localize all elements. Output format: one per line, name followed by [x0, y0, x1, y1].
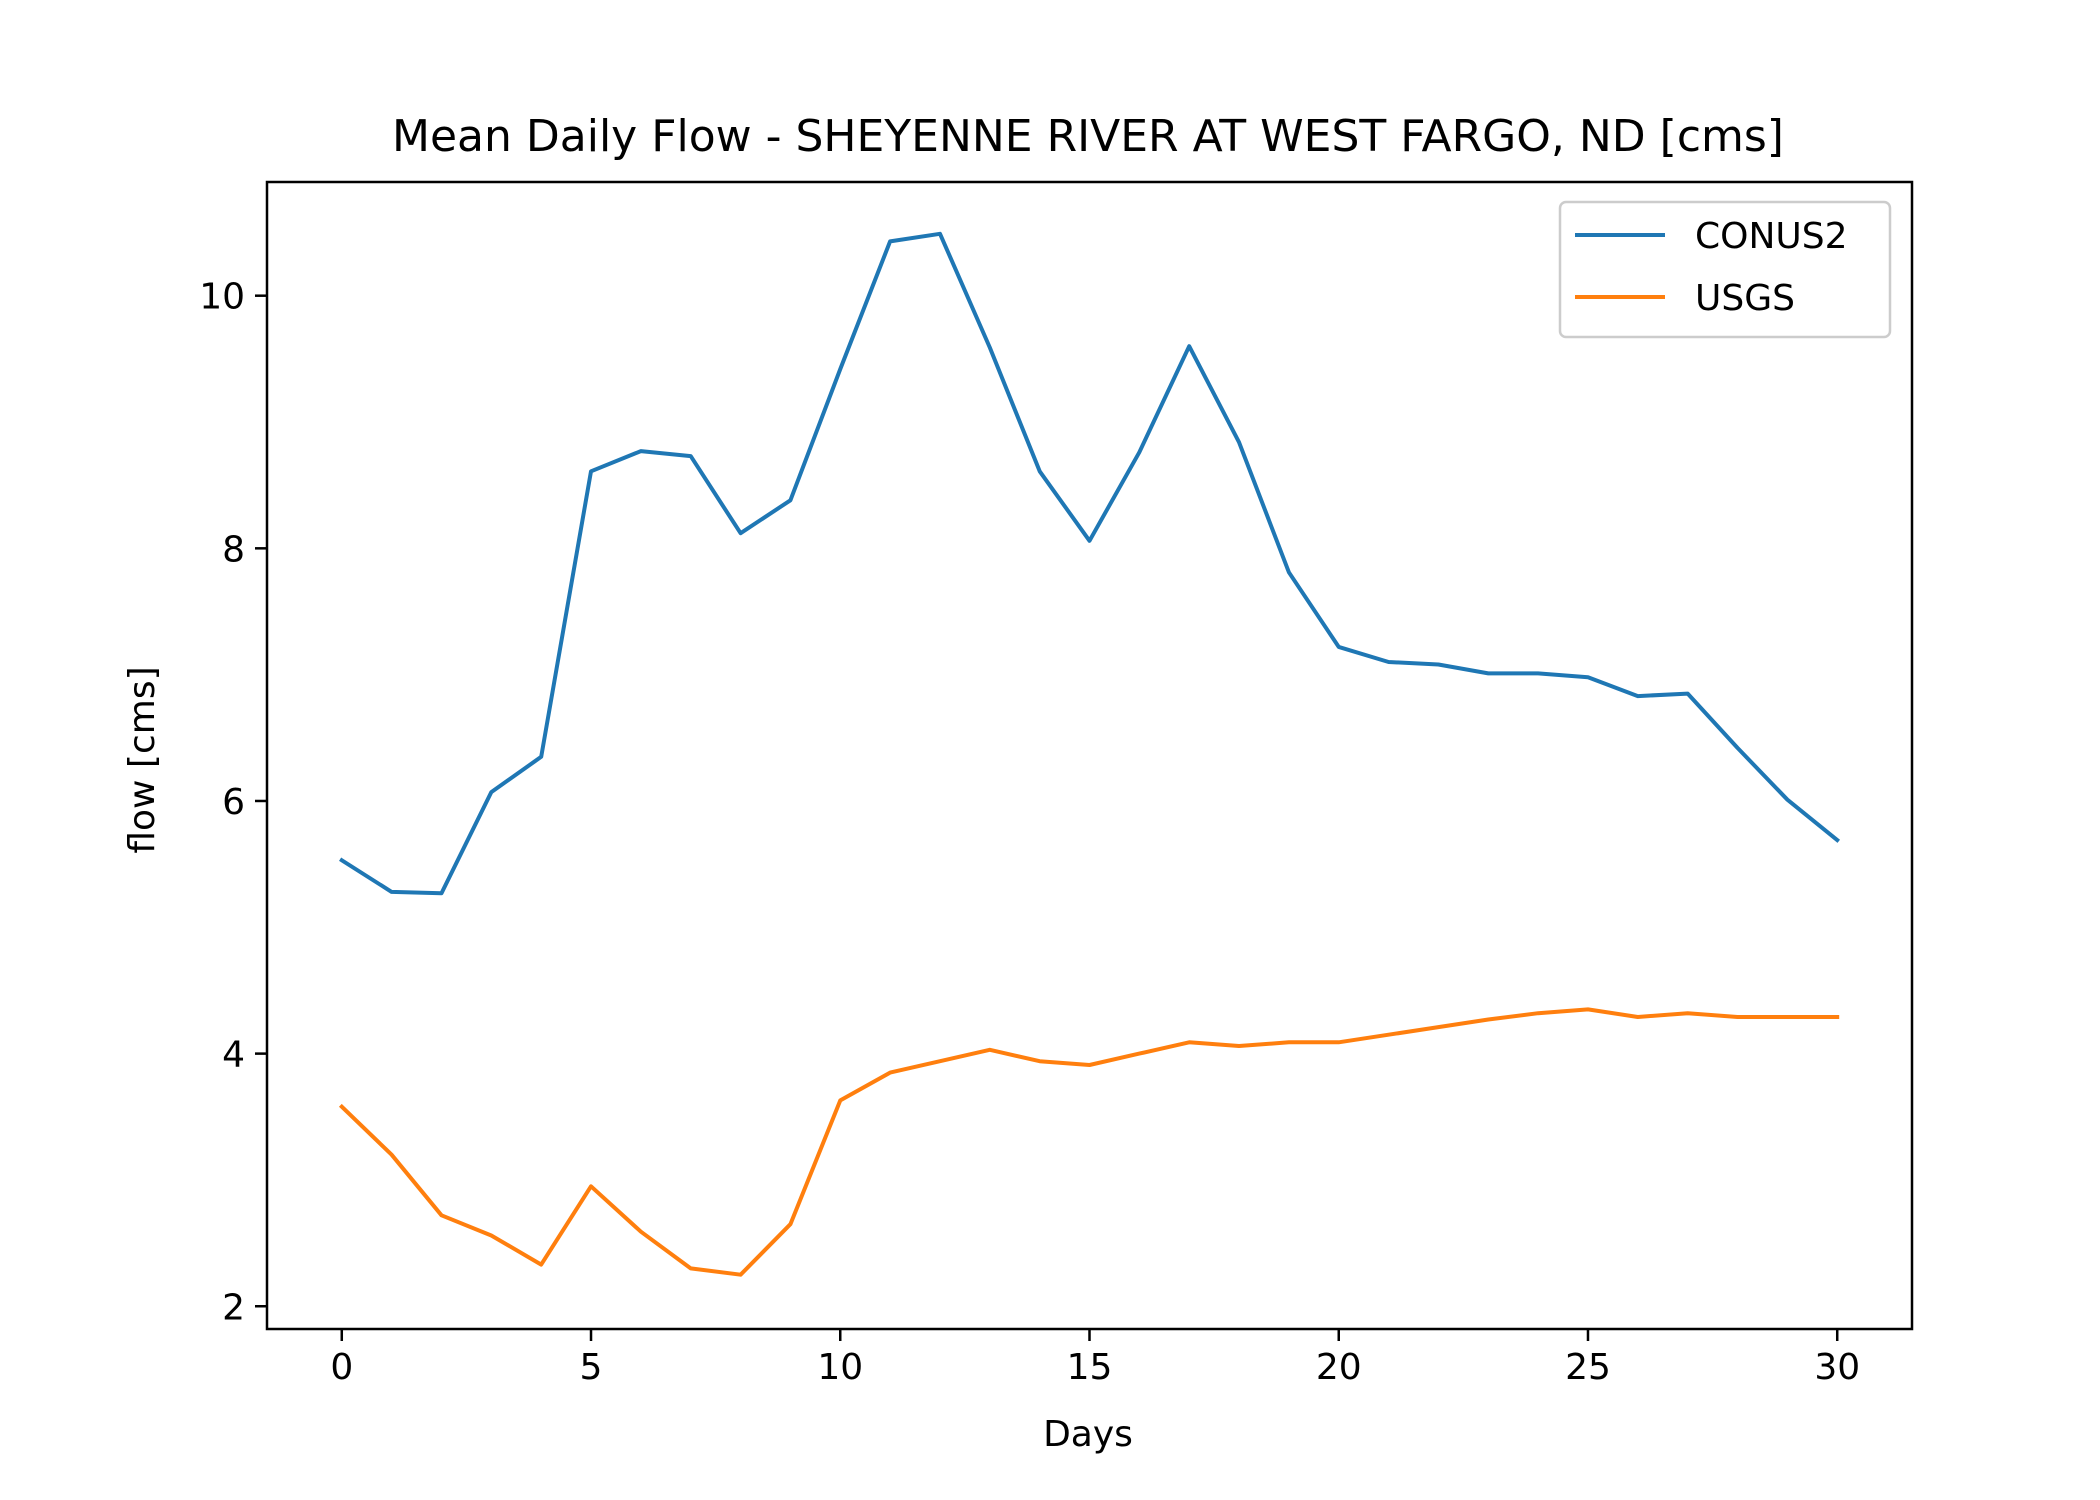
legend-label-conus2: CONUS2: [1695, 216, 1848, 257]
chart-title: Mean Daily Flow - SHEYENNE RIVER AT WEST…: [392, 111, 1784, 162]
y-tick-label-1: 4: [222, 1035, 245, 1076]
x-tick-label-1: 5: [580, 1347, 603, 1388]
series-line-usgs: [338, 1007, 1840, 1277]
y-tick-label-3: 8: [222, 529, 245, 570]
x-tick-label-5: 25: [1565, 1347, 1611, 1388]
x-tick-label-4: 20: [1316, 1347, 1362, 1388]
y-tick-label-2: 6: [222, 782, 245, 823]
x-axis-label: Days: [1043, 1414, 1133, 1455]
x-tick-label-3: 15: [1067, 1347, 1113, 1388]
axis-ticks: 0 5 10 15 20 25 30 2 4 6 8 10: [199, 277, 1860, 1388]
legend: CONUS2 USGS: [1558, 200, 1892, 339]
legend-label-usgs: USGS: [1695, 278, 1795, 319]
series-line-conus2: [339, 231, 1841, 896]
plot-area: [338, 231, 1841, 1277]
x-tick-label-0: 0: [330, 1347, 353, 1388]
y-axis-label: flow [cms]: [122, 666, 163, 853]
y-tick-label-0: 2: [222, 1287, 245, 1328]
x-tick-label-6: 30: [1814, 1347, 1860, 1388]
x-tick-label-2: 10: [817, 1347, 863, 1388]
y-tick-label-4: 10: [199, 277, 245, 318]
